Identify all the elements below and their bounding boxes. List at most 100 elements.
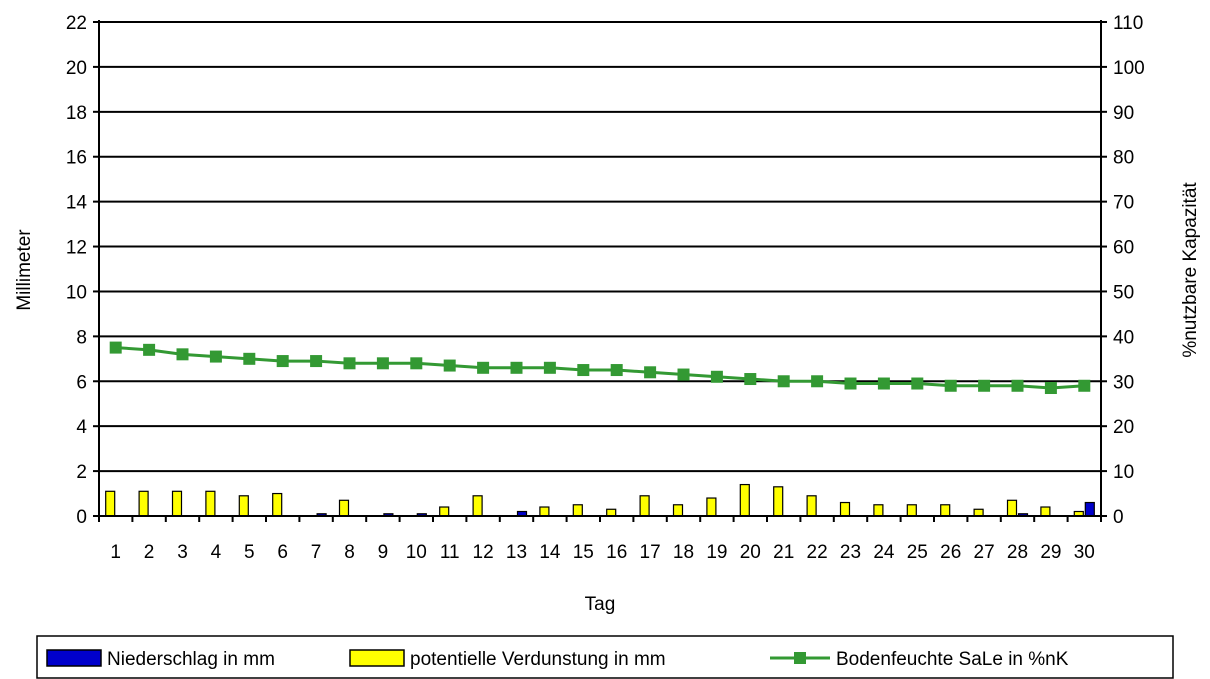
x-tick-label: 12 — [473, 542, 494, 563]
left-tick-label: 8 — [76, 327, 87, 348]
bar-verdunstung — [973, 508, 984, 517]
right-tick-label: 50 — [1113, 282, 1134, 303]
legend-label-niederschlag: Niederschlag in mm — [107, 649, 275, 670]
bar-verdunstung — [806, 495, 817, 517]
bar-verdunstung — [272, 492, 283, 517]
bar-verdunstung — [639, 495, 650, 517]
left-tick-label: 12 — [66, 238, 87, 259]
y-axis-title: Millimeter — [14, 229, 35, 311]
bodenfeuchte-point — [1011, 379, 1024, 392]
bar-verdunstung — [439, 506, 450, 517]
x-tick-label: 24 — [873, 542, 895, 563]
bar-verdunstung — [138, 490, 149, 517]
left-tick-label: 4 — [76, 417, 87, 438]
x-tick-label: 4 — [211, 542, 222, 563]
bodenfeuchte-point — [443, 359, 456, 372]
legend-label-bodenfeuchte: Bodenfeuchte SaLe in %nK — [836, 649, 1069, 670]
left-tick-label: 18 — [66, 103, 87, 124]
right-tick-label: 0 — [1113, 507, 1124, 528]
bodenfeuchte-point — [276, 355, 289, 368]
bodenfeuchte-point — [944, 379, 957, 392]
x-tick-label: 10 — [406, 542, 427, 563]
x-tick-label: 18 — [673, 542, 694, 563]
x-tick-label: 23 — [840, 542, 861, 563]
right-tick-label: 40 — [1113, 327, 1134, 348]
left-tick-label: 6 — [76, 372, 87, 393]
bar-verdunstung — [672, 504, 684, 517]
x-tick-label: 17 — [640, 542, 661, 563]
bar-verdunstung — [839, 501, 851, 517]
bodenfeuchte-point — [877, 377, 890, 390]
bodenfeuchte-point — [543, 361, 556, 374]
bodenfeuchte-point — [143, 343, 156, 356]
bar-verdunstung — [238, 495, 249, 517]
bars — [105, 483, 1095, 517]
left-tick-label: 2 — [76, 462, 87, 483]
legend-box — [36, 635, 1174, 679]
x-tick-label: 25 — [907, 542, 928, 563]
right-tick-label: 20 — [1113, 417, 1134, 438]
legend: Niederschlag in mm potentielle Verdunstu… — [36, 635, 1174, 679]
left-tick-label: 0 — [76, 507, 87, 528]
x-tick-label: 26 — [940, 542, 961, 563]
x-tick-label: 13 — [506, 542, 527, 563]
bodenfeuchte-line — [109, 341, 1091, 395]
left-tick-label: 22 — [66, 13, 87, 34]
x-tick-label: 30 — [1074, 542, 1095, 563]
axes — [98, 20, 1102, 517]
bodenfeuchte-point — [1078, 379, 1091, 392]
right-axis-ticks: 0 10 20 30 40 50 60 70 80 90 100 110 — [1101, 13, 1145, 528]
bodenfeuchte-point — [610, 364, 623, 377]
bodenfeuchte-point — [777, 375, 790, 388]
right-tick-label: 80 — [1113, 148, 1134, 169]
bodenfeuchte-point — [343, 357, 356, 370]
right-tick-label: 90 — [1113, 103, 1134, 124]
bar-verdunstung — [940, 504, 951, 517]
x-tick-label: 20 — [740, 542, 761, 563]
x-tick-label: 5 — [244, 542, 255, 563]
x-tick-label: 6 — [277, 542, 288, 563]
left-tick-label: 16 — [66, 148, 87, 169]
right-tick-label: 100 — [1113, 58, 1145, 79]
bar-verdunstung — [1006, 499, 1018, 517]
x-tick-label: 22 — [807, 542, 828, 563]
x-tick-label: 28 — [1007, 542, 1028, 563]
bodenfeuchte-point — [744, 373, 757, 386]
bodenfeuchte-point — [376, 357, 389, 370]
x-tick-label: 14 — [539, 542, 561, 563]
legend-swatch-verdunstung — [349, 649, 405, 667]
right-tick-label: 60 — [1113, 238, 1134, 259]
bar-verdunstung — [1040, 506, 1051, 517]
x-tick-label: 3 — [177, 542, 188, 563]
bodenfeuchte-point — [811, 375, 824, 388]
bar-verdunstung — [472, 495, 483, 517]
bodenfeuchte-point — [243, 352, 256, 365]
legend-label-verdunstung: potentielle Verdunstung in mm — [410, 649, 666, 670]
left-tick-label: 10 — [66, 282, 87, 303]
bar-verdunstung — [873, 504, 884, 517]
bodenfeuchte-point — [710, 370, 723, 383]
x-tick-label: 11 — [440, 542, 460, 563]
bar-verdunstung — [105, 490, 116, 517]
left-tick-label: 20 — [66, 58, 87, 79]
x-axis-ticks: 1 2 3 4 5 6 7 8 9 10 11 12 13 14 15 16 17 18 19 20 21 22 23 24 2… — [98, 516, 1102, 563]
x-tick-label: 19 — [706, 542, 727, 563]
x-tick-label: 16 — [606, 542, 627, 563]
x-tick-label: 27 — [974, 542, 995, 563]
x-tick-label: 1 — [110, 542, 121, 563]
bodenfeuchte-point — [1044, 382, 1057, 395]
y2-axis-title: %nutzbare Kapazität — [1180, 182, 1201, 358]
bodenfeuchte-point — [911, 377, 924, 390]
right-tick-label: 110 — [1113, 13, 1143, 34]
bodenfeuchte-point — [209, 350, 222, 363]
legend-swatch-niederschlag — [46, 649, 102, 667]
bar-verdunstung — [338, 499, 350, 517]
x-tick-label: 7 — [311, 542, 322, 563]
bar-verdunstung — [606, 508, 617, 517]
bodenfeuchte-point — [677, 368, 690, 381]
bodenfeuchte-point — [510, 361, 523, 374]
bar-verdunstung — [906, 504, 917, 517]
bar-verdunstung — [706, 497, 717, 517]
x-axis-title: Tag — [585, 594, 616, 615]
